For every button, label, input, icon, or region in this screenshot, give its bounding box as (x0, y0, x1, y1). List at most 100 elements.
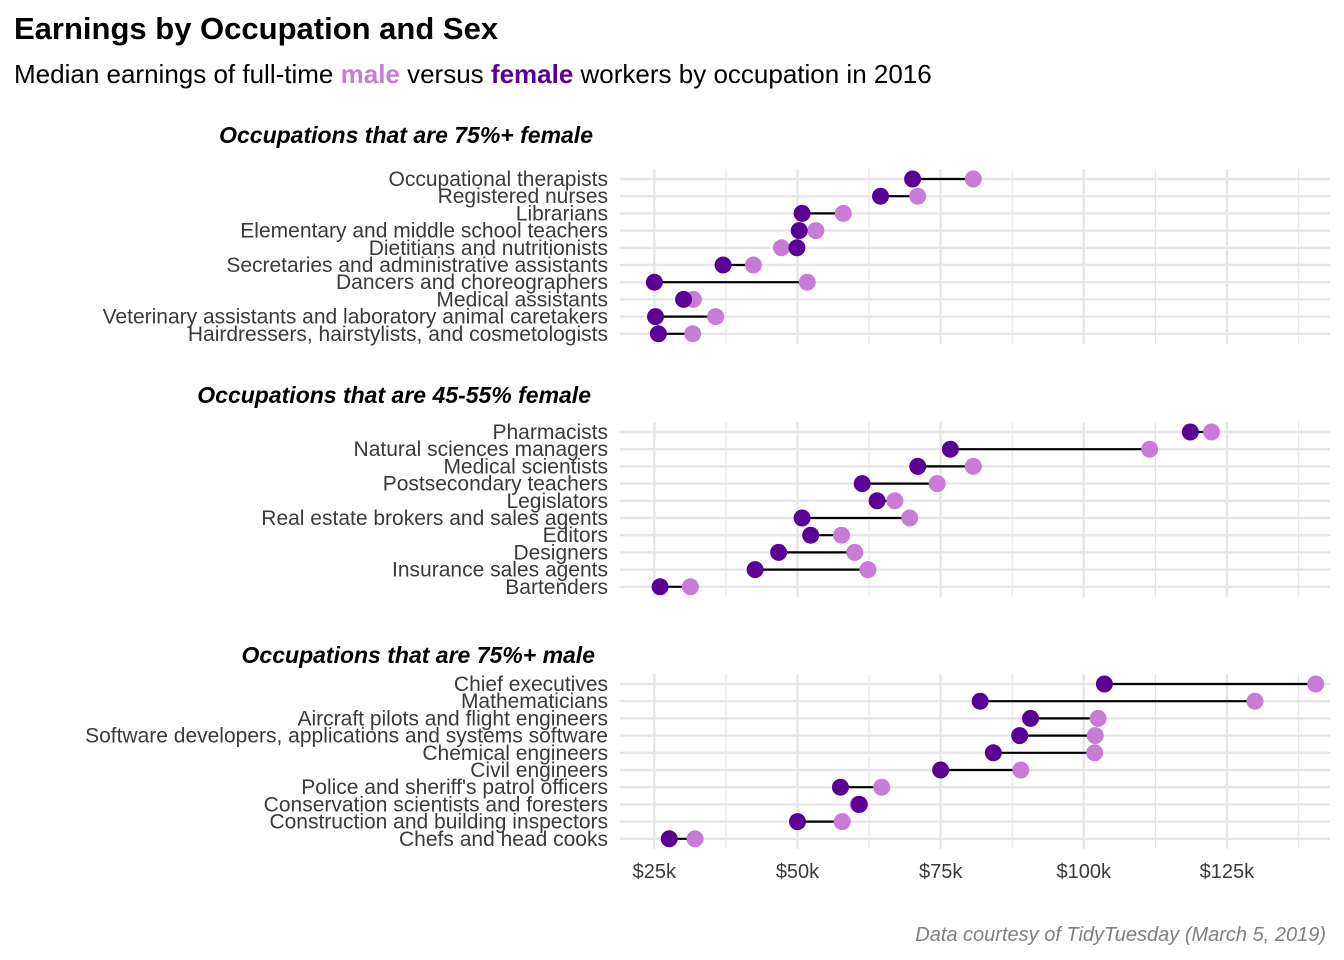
male-point (834, 204, 852, 222)
female-point (790, 222, 808, 240)
subtitle-prefix: Median earnings of full-time (14, 59, 341, 89)
male-point (1202, 423, 1220, 441)
occupation-label: Secretaries and administrative assistant… (226, 254, 608, 277)
occupation-label: Real estate brokers and sales agents (261, 507, 608, 530)
occupation-row: Software developers, applications and sy… (85, 725, 1104, 748)
female-point (788, 239, 806, 257)
male-point (686, 830, 704, 848)
occupation-row: Police and sheriff's patrol officers (301, 776, 891, 799)
occupation-label: Occupational therapists (389, 168, 608, 191)
subtitle-middle: versus (400, 59, 491, 89)
male-point (1089, 709, 1107, 727)
male-point (1086, 744, 1104, 762)
female-point (868, 492, 886, 510)
occupation-label: Mathematicians (461, 690, 608, 713)
female-point (932, 761, 950, 779)
male-point (1141, 440, 1159, 458)
male-point (909, 187, 927, 205)
male-point (873, 778, 891, 796)
male-point (772, 239, 790, 257)
male-point (707, 308, 725, 326)
occupation-row: Aircraft pilots and flight engineers (298, 707, 1107, 730)
occupation-row: Elementary and middle school teachers (240, 220, 825, 243)
occupation-row: Secretaries and administrative assistant… (226, 254, 762, 277)
female-point (1181, 423, 1199, 441)
female-point (831, 778, 849, 796)
female-point (904, 170, 922, 188)
facet-panel: Occupations that are 75%+ female Occupati… (103, 122, 1330, 346)
x-tick-label: $100k (1057, 861, 1112, 883)
female-point (793, 509, 811, 527)
occupation-row: Chefs and head cooks (399, 828, 704, 851)
female-point (941, 440, 959, 458)
occupation-label: Software developers, applications and sy… (85, 725, 608, 748)
occupation-label: Medical scientists (443, 455, 608, 478)
occupation-row: Occupational therapists (389, 168, 982, 191)
occupation-label: Pharmacists (492, 421, 608, 444)
occupation-row: Hairdressers, hairstylists, and cosmetol… (188, 323, 702, 346)
occupation-label: Bartenders (505, 576, 608, 599)
occupation-row: Dancers and choreographers (336, 271, 816, 294)
occupation-label: Chemical engineers (422, 742, 608, 765)
occupation-label: Postsecondary teachers (383, 473, 608, 496)
occupation-row: Construction and building inspectors (269, 811, 851, 834)
occupation-label: Designers (513, 541, 608, 564)
male-point (1012, 761, 1030, 779)
occupation-label: Construction and building inspectors (269, 811, 608, 834)
occupation-row: Pharmacists (492, 421, 1220, 444)
female-point (714, 256, 732, 274)
female-point (971, 692, 989, 710)
occupation-label: Police and sheriff's patrol officers (301, 776, 608, 799)
female-point (802, 526, 820, 544)
male-point (833, 526, 851, 544)
male-point (833, 813, 851, 831)
chart-title: Earnings by Occupation and Sex (14, 11, 499, 46)
female-point (651, 578, 669, 596)
occupation-label: Registered nurses (438, 185, 608, 208)
occupation-label: Aircraft pilots and flight engineers (298, 707, 609, 730)
female-point (1022, 709, 1040, 727)
female-point (850, 795, 868, 813)
occupation-label: Chief executives (454, 673, 608, 696)
occupation-label: Editors (543, 524, 608, 547)
female-point (645, 273, 663, 291)
occupation-row: Veterinary assistants and laboratory ani… (103, 306, 725, 329)
male-point (886, 492, 904, 510)
male-point (798, 273, 816, 291)
occupation-label: Medical assistants (436, 288, 608, 311)
male-point (744, 256, 762, 274)
occupation-label: Veterinary assistants and laboratory ani… (103, 306, 608, 329)
occupation-row: Mathematicians (461, 690, 1264, 713)
occupation-row: Designers (513, 541, 864, 564)
male-point (964, 457, 982, 475)
occupation-row: Editors (543, 524, 851, 547)
x-axis: $25k $50k $75k $100k $125k (633, 861, 1256, 883)
facet-title: Occupations that are 45-55% female (197, 382, 591, 408)
female-point (984, 744, 1002, 762)
male-point (859, 561, 877, 579)
female-point (647, 308, 664, 326)
facet-title: Occupations that are 75%+ male (242, 642, 596, 668)
male-point (681, 578, 699, 596)
female-point (789, 813, 806, 831)
male-point (964, 170, 982, 188)
female-point (793, 204, 811, 222)
occupation-row: Registered nurses (438, 185, 927, 208)
chart-caption: Data courtesy of TidyTuesday (March 5, 2… (915, 924, 1326, 946)
occupation-row: Bartenders (505, 576, 699, 599)
male-point (928, 475, 946, 493)
occupation-label: Dancers and choreographers (336, 271, 608, 294)
chart-subtitle: Median earnings of full-time male versus… (14, 59, 932, 89)
facet-panels: Occupations that are 75%+ female Occupati… (85, 122, 1330, 851)
x-tick-label: $50k (776, 861, 820, 883)
female-point (649, 325, 667, 343)
occupation-label: Conservation scientists and foresters (264, 793, 608, 816)
occupation-row: Conservation scientists and foresters (264, 793, 868, 816)
facet-panel: Occupations that are 45-55% female Pharma… (197, 382, 1330, 599)
occupation-label: Elementary and middle school teachers (240, 220, 608, 243)
female-point (746, 561, 764, 579)
facet-panel: Occupations that are 75%+ male Chief exec… (85, 642, 1330, 851)
occupation-label: Civil engineers (470, 759, 608, 782)
x-tick-label: $125k (1200, 861, 1255, 883)
occupation-row: Real estate brokers and sales agents (261, 507, 919, 530)
